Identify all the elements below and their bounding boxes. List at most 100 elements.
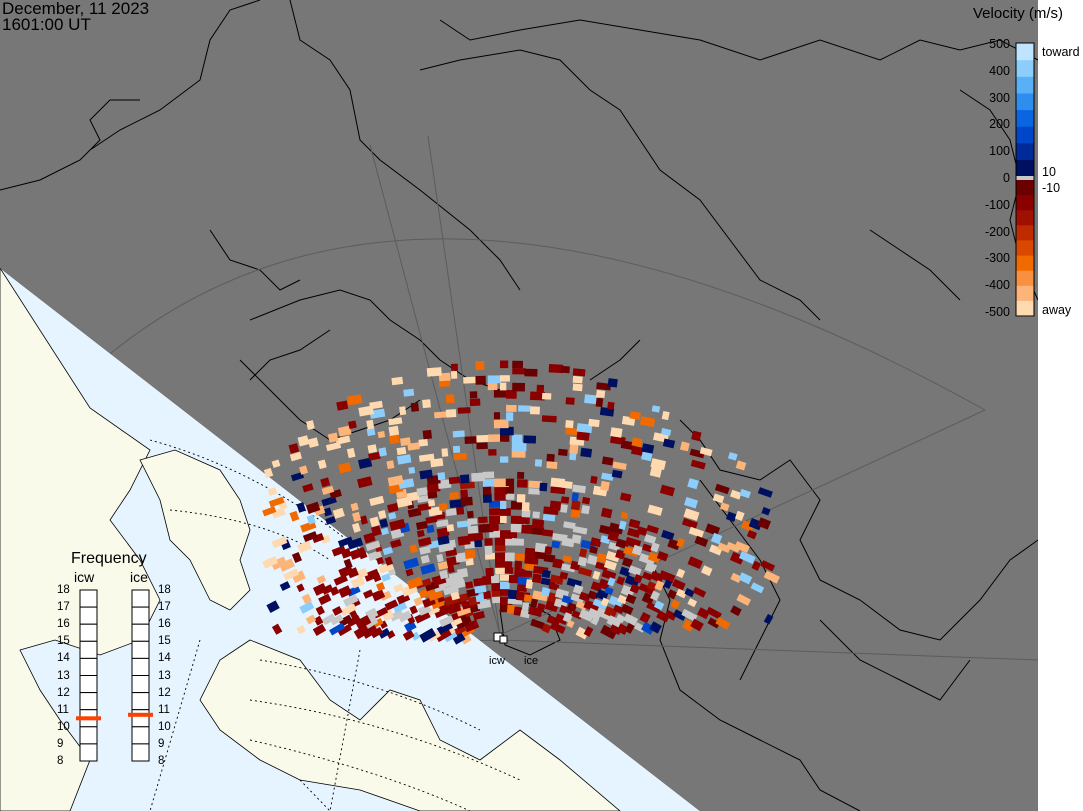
velocity-cell [321,495,337,507]
velocity-cell [296,624,306,635]
velocity-cell [318,593,332,606]
velocity-cell [609,624,622,636]
velocity-cell [650,458,667,470]
velocity-cell [448,476,461,485]
velocity-cell [572,526,588,535]
velocity-cell [488,449,497,456]
velocity-cell [601,472,614,481]
velocity-cell [518,405,531,412]
velocity-cell [469,398,481,407]
velocity-cell [542,529,554,537]
velocity-cell [386,460,395,470]
velocity-cell [565,427,580,436]
colorbar-segment-away [1016,285,1034,302]
velocity-cell [439,569,449,580]
velocity-cell [636,526,648,536]
velocity-cell [302,531,318,543]
velocity-tick-label: -500 [984,305,1010,319]
day-dotted-grid [149,439,521,811]
velocity-cell [659,484,675,497]
velocity-cell [590,475,598,484]
velocity-cell [616,623,629,636]
frequency-scale-label: 15 [57,635,70,648]
velocity-cell [692,586,707,598]
velocity-cell [736,593,752,606]
frequency-scale-label: 10 [57,720,70,733]
velocity-cell [712,493,725,504]
velocity-cell [631,544,643,556]
velocity-cell [638,583,655,595]
velocity-cell [376,582,386,592]
velocity-cell [521,502,530,512]
velocity-cell [541,587,551,597]
frequency-scale-label: 11 [57,703,69,716]
velocity-cell [543,553,556,563]
velocity-cell [675,588,687,599]
velocity-cell [370,626,384,639]
velocity-cell [489,522,499,532]
velocity-cell [483,590,492,600]
velocity-cell [415,578,432,589]
velocity-cell [510,530,518,539]
velocity-cell [603,606,618,619]
velocity-cell [705,606,722,620]
velocity-tick-label: -100 [984,197,1010,212]
velocity-cell [505,478,515,487]
velocity-cell [327,432,339,443]
velocity-cell [641,451,653,462]
velocity-cell [687,556,703,570]
frequency-bin [131,743,150,762]
velocity-cell [416,487,428,497]
velocity-cell [529,406,540,415]
velocity-cell [581,504,590,515]
velocity-cell [676,568,686,579]
velocity-cell [500,456,509,463]
frequency-bin [131,623,150,642]
velocity-cell [751,560,762,571]
velocity-cell [500,426,514,436]
velocity-cell [445,394,455,404]
velocity-cell [445,508,457,517]
velocity-cell [596,552,607,563]
velocity-cell [416,529,425,538]
velocity-cell [572,375,583,384]
velocity-cell [438,380,451,388]
velocity-cell [734,541,750,553]
colorbar-segment-toward [1016,92,1034,111]
velocity-cell [534,459,543,467]
colorbar-segment-away [1016,270,1034,287]
velocity-cell [618,520,627,531]
velocity-cell [422,399,431,409]
velocity-cell [546,453,555,462]
velocity-cell [639,611,651,624]
velocity-cell [586,554,599,566]
velocity-cell [612,461,627,471]
frequency-scale-label: 15 [158,635,171,648]
velocity-cell [608,595,624,608]
velocity-cell [415,520,428,531]
velocity-cell [552,558,565,569]
velocity-cell [343,558,353,569]
velocity-cell [443,630,458,643]
velocity-cell [607,401,615,410]
velocity-cell [312,623,327,636]
velocity-cell [437,472,446,481]
velocity-cell [761,506,771,516]
velocity-cell [548,582,560,591]
velocity-cell [581,496,591,505]
velocity-cell [271,536,288,549]
velocity-cell [447,565,455,574]
velocity-cell [506,389,517,399]
velocity-cell [583,626,594,637]
velocity-cell [279,581,291,592]
velocity-cell [617,594,628,605]
velocity-cell [561,537,575,548]
velocity-cell [392,600,408,614]
velocity-cell [400,437,411,447]
velocity-cell [452,452,467,461]
velocity-cell [735,460,747,471]
velocity-cell [616,576,626,586]
velocity-cell [494,544,506,552]
velocity-cell [701,565,713,577]
